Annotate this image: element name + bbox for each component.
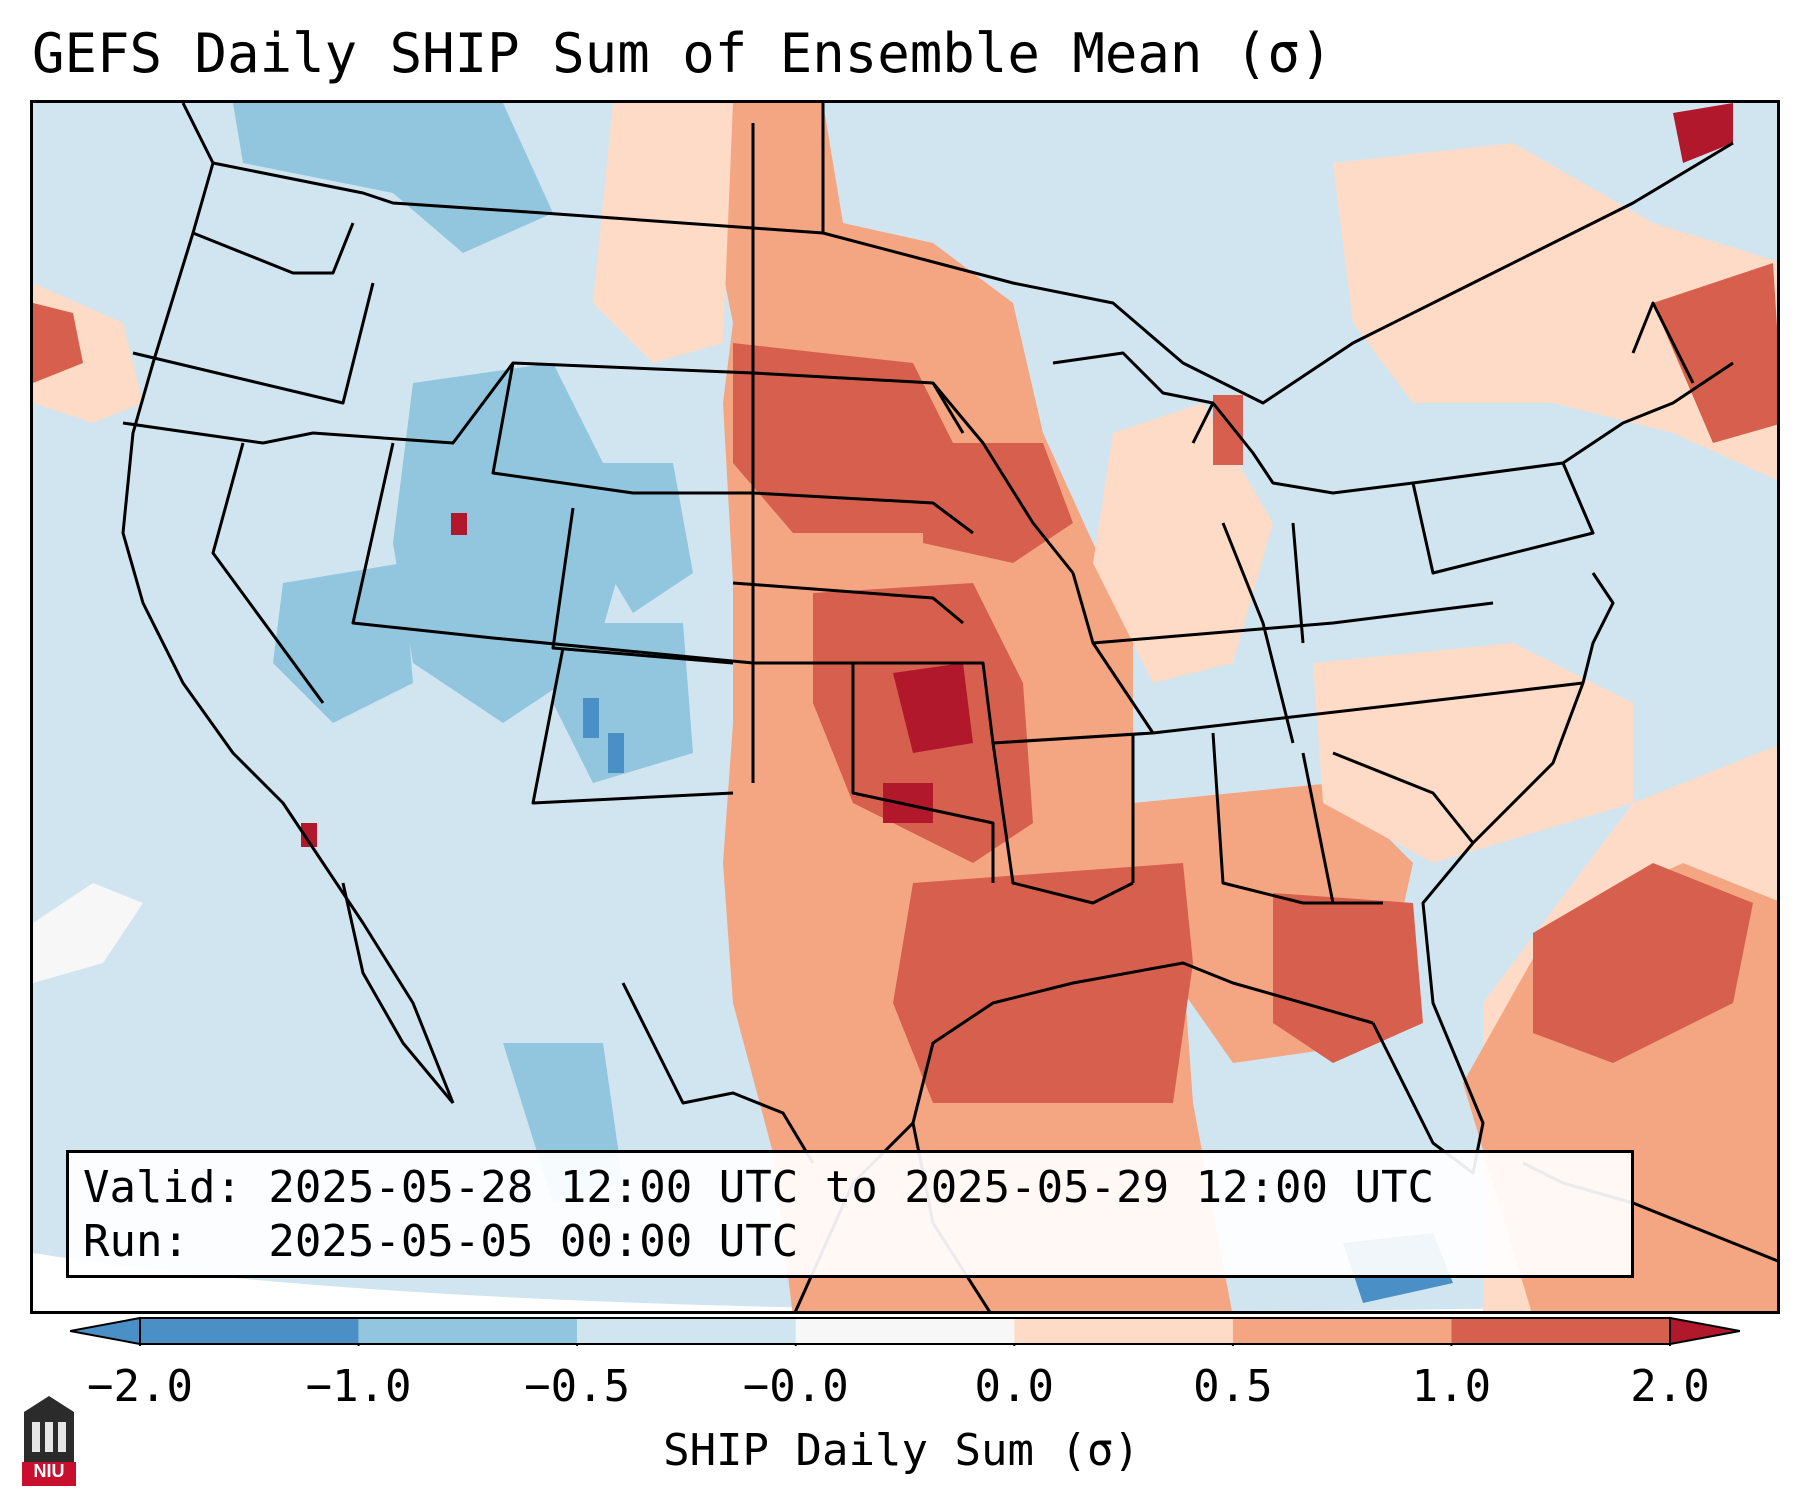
colorbar xyxy=(70,1316,1740,1346)
colorbar-tick-label: −0.0 xyxy=(742,1361,849,1412)
anomaly-patch xyxy=(593,103,733,363)
state-line xyxy=(1332,751,1475,844)
canada-border-west xyxy=(212,161,544,215)
great-lakes-shore xyxy=(1191,401,1414,495)
state-line xyxy=(1301,752,1335,904)
colorbar-segment xyxy=(577,1318,796,1344)
anomaly-patch xyxy=(33,303,83,383)
niu-logo-text: NIU xyxy=(33,1461,65,1481)
colorbar-ticks: −2.0 −1.0 −0.5 −0.0 0.0 0.5 1.0 2.0 xyxy=(0,1360,1803,1416)
anomaly-cell xyxy=(583,698,599,738)
anomaly-cell xyxy=(883,783,933,823)
state-line xyxy=(1631,301,1695,384)
run-time-text: Run: 2025-05-05 00:00 UTC xyxy=(83,1216,799,1267)
valid-time-text: Valid: 2025-05-28 12:00 UTC to 2025-05-2… xyxy=(83,1162,1435,1213)
anomaly-patch xyxy=(1273,893,1423,1063)
map-title: GEFS Daily SHIP Sum of Ensemble Mean (σ) xyxy=(32,22,1333,85)
east-coastline xyxy=(1581,572,1615,684)
anomaly-patch xyxy=(893,863,1193,1103)
colorbar-tick-label: 0.0 xyxy=(974,1361,1055,1412)
anomaly-patch xyxy=(1313,643,1633,863)
state-line xyxy=(752,491,974,535)
anomaly-map xyxy=(33,103,1777,1311)
anomaly-patch xyxy=(543,463,693,613)
state-line xyxy=(1211,732,1383,905)
canada-border xyxy=(542,141,1734,405)
baja-coast xyxy=(341,882,455,1104)
state-line xyxy=(1411,461,1595,575)
anomaly-patch xyxy=(1093,403,1273,683)
state-line xyxy=(851,663,995,883)
state-line xyxy=(122,361,754,445)
colorbar-segment xyxy=(1014,1318,1233,1344)
niu-logo-icon xyxy=(22,1396,76,1486)
state-line xyxy=(211,442,325,704)
colorbar-tick-label: 1.0 xyxy=(1411,1361,1492,1412)
anomaly-cell xyxy=(451,513,467,535)
anomaly-patch xyxy=(923,443,1073,563)
rio-grande xyxy=(621,982,815,1164)
anomaly-patch xyxy=(1653,263,1777,443)
state-line xyxy=(931,382,1075,574)
colorbar-segment xyxy=(140,1318,359,1344)
state-line xyxy=(1291,522,1305,644)
state-line xyxy=(732,581,964,625)
colorbar-tick-label: −1.0 xyxy=(305,1361,412,1412)
colorbar-label: SHIP Daily Sum (σ) xyxy=(663,1425,1140,1476)
east-coastline xyxy=(1371,682,1585,1175)
state-line xyxy=(551,507,734,665)
state-line xyxy=(351,442,754,665)
anomaly-patch xyxy=(893,663,973,753)
state-line xyxy=(1092,601,1494,645)
colorbar-extend-low xyxy=(70,1316,141,1346)
state-line xyxy=(531,647,734,805)
anomaly-cell xyxy=(608,733,624,773)
west-coastline xyxy=(121,103,455,1104)
colorbar-tick-label: −0.5 xyxy=(524,1361,631,1412)
anomaly-patch xyxy=(733,343,963,533)
colorbar-tick-label: −2.0 xyxy=(87,1361,193,1412)
anomaly-patch xyxy=(1533,863,1753,1063)
state-line xyxy=(132,282,375,405)
anomaly-patch xyxy=(1333,143,1777,481)
state-line xyxy=(192,222,355,275)
valid-run-info-box: Valid: 2025-05-28 12:00 UTC to 2025-05-2… xyxy=(66,1150,1634,1278)
niu-logo: NIU xyxy=(18,1392,80,1488)
colorbar-tick-label: 0.5 xyxy=(1193,1361,1273,1412)
state-line xyxy=(753,661,1154,745)
great-lakes-shore xyxy=(1052,351,1214,405)
projection-edge xyxy=(33,1253,1777,1311)
colorbar-segment xyxy=(1451,1318,1670,1344)
anomaly-patch xyxy=(553,623,693,783)
state-line xyxy=(991,742,1134,905)
anomaly-cell xyxy=(301,823,317,847)
colorbar-segment xyxy=(1232,1318,1452,1344)
state-line xyxy=(491,362,753,495)
map-panel xyxy=(30,100,1780,1314)
colorbar-extend-high xyxy=(1669,1316,1740,1346)
anomaly-patch xyxy=(1213,395,1243,465)
anomaly-patch xyxy=(33,883,143,983)
colorbar-segment xyxy=(358,1318,578,1344)
anomaly-patch xyxy=(233,103,553,253)
state-line xyxy=(1152,681,1584,735)
anomaly-cell xyxy=(1673,103,1733,163)
colorbar-segment xyxy=(795,1318,1015,1344)
state-line xyxy=(1562,361,1734,465)
state-line xyxy=(1221,522,1295,744)
colorbar-tick-label: 2.0 xyxy=(1630,1361,1710,1412)
